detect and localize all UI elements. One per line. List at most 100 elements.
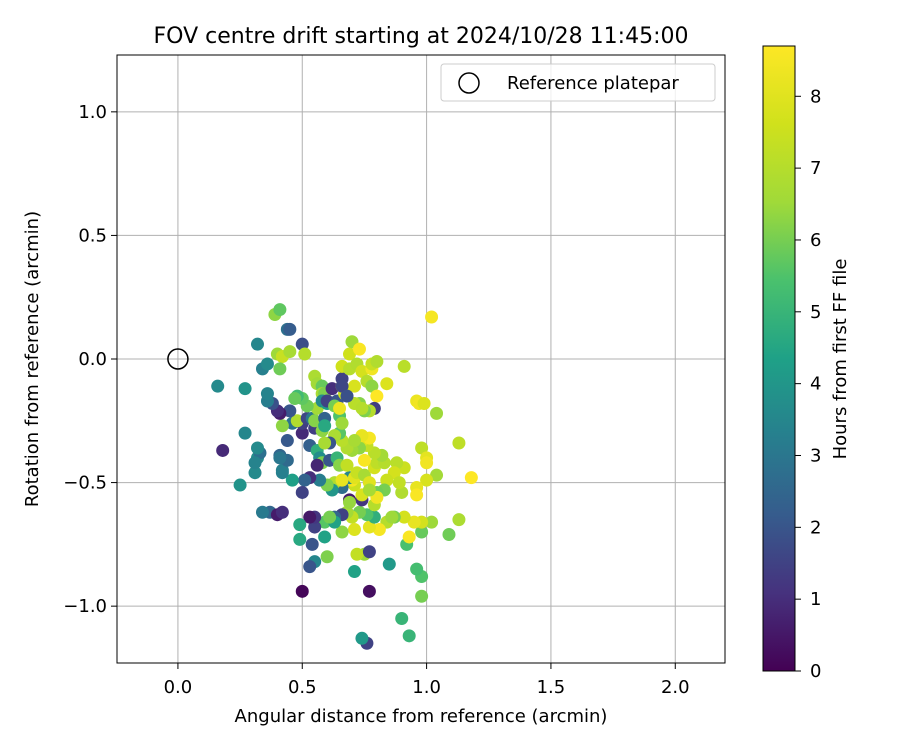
colorbar-tick-label: 0 [810, 661, 821, 682]
scatter-point [382, 557, 396, 571]
scatter-point [365, 379, 379, 393]
scatter-point [340, 458, 354, 472]
scatter-point [410, 488, 424, 502]
scatter-point [340, 389, 354, 403]
scatter-point [303, 560, 317, 574]
scatter-point [417, 396, 431, 410]
scatter-points [211, 303, 478, 650]
x-tick-label: 2.0 [661, 677, 690, 698]
scatter-point [298, 473, 312, 487]
scatter-point [216, 443, 230, 457]
grid [117, 55, 725, 663]
scatter-point [283, 404, 297, 418]
scatter-point [273, 362, 287, 376]
y-tick-label: −0.5 [63, 473, 107, 494]
scatter-point [452, 436, 466, 450]
scatter-point [415, 441, 429, 455]
scatter-point [295, 584, 309, 598]
scatter-point [425, 515, 439, 529]
scatter-point [372, 523, 386, 537]
scatter-point [355, 631, 369, 645]
scatter-point [347, 565, 361, 579]
colorbar-tick-label: 6 [810, 230, 821, 251]
scatter-point [425, 310, 439, 324]
x-tick-label: 0.0 [164, 677, 193, 698]
scatter-point [415, 589, 429, 603]
scatter-point [430, 468, 444, 482]
scatter-point [420, 473, 434, 487]
scatter-point [333, 401, 347, 415]
colorbar-tick-label: 5 [810, 302, 821, 323]
legend-box [440, 63, 716, 102]
scatter-point [430, 406, 444, 420]
scatter-point [397, 510, 411, 524]
scatter-point [362, 520, 376, 534]
scatter-point [452, 513, 466, 527]
scatter-point [305, 537, 319, 551]
scatter-point [355, 401, 369, 415]
scatter-point [250, 441, 264, 455]
scatter-point [310, 458, 324, 472]
scatter-point [347, 523, 361, 537]
scatter-point [385, 510, 399, 524]
scatter-point [293, 532, 307, 546]
scatter-point [335, 379, 349, 393]
scatter-point [335, 473, 349, 487]
scatter-point [211, 379, 225, 393]
scatter-point [402, 530, 416, 544]
scatter-point [347, 434, 361, 448]
legend-label-reference: Reference platepar [507, 73, 679, 94]
scatter-point [352, 342, 366, 356]
scatter-point [303, 510, 317, 524]
scatter-point [323, 510, 337, 524]
scatter-point [362, 584, 376, 598]
y-axis-label: Rotation from reference (arcmin) [22, 211, 43, 507]
scatter-point [238, 382, 252, 396]
scatter-point [255, 505, 269, 519]
colorbar-label: Hours from first FF file [830, 259, 851, 460]
colorbar-tick-label: 1 [810, 589, 821, 610]
legend-marker-reference [458, 72, 480, 94]
colorbar-tick-label: 8 [810, 86, 821, 107]
scatter-point [308, 414, 322, 428]
colorbar-tick-label: 4 [810, 374, 821, 395]
scatter-point [260, 387, 274, 401]
scatter-point [318, 530, 332, 544]
scatter-point [335, 525, 349, 539]
scatter-point [397, 359, 411, 373]
scatter-point [295, 485, 309, 499]
chart-title: FOV centre drift starting at 2024/10/28 … [154, 24, 689, 49]
scatter-point [370, 389, 384, 403]
scatter-point [283, 322, 297, 336]
scatter-point [275, 463, 289, 477]
colorbar-gradient [762, 45, 796, 672]
scatter-point [357, 453, 371, 467]
scatter-point [293, 518, 307, 532]
scatter-point [380, 473, 394, 487]
scatter-point [410, 562, 424, 576]
scatter-point [260, 357, 274, 371]
scatter-point [355, 364, 369, 378]
scatter-point [248, 466, 262, 480]
colorbar: 0 1 2 3 4 5 6 7 8 Hours from first FF file [762, 45, 851, 682]
x-tick-label: 1.5 [537, 677, 566, 698]
scatter-point [288, 392, 302, 406]
scatter-point [442, 527, 456, 541]
x-tick-label: 0.5 [288, 677, 317, 698]
y-tick-label: 0.5 [78, 225, 107, 246]
scatter-point [395, 485, 409, 499]
reference-marker [167, 348, 189, 370]
scatter-point [362, 483, 376, 497]
scatter-point [343, 495, 357, 509]
scatter-point [318, 419, 332, 433]
scatter-point [392, 476, 406, 490]
scatter-point [395, 612, 409, 626]
scatter-point [407, 515, 421, 529]
scatter-point [318, 436, 332, 450]
scatter-point [295, 426, 309, 440]
scatter-point [283, 345, 297, 359]
scatter-point [415, 525, 429, 539]
scatter-point [295, 337, 309, 351]
scatter-point [347, 379, 361, 393]
